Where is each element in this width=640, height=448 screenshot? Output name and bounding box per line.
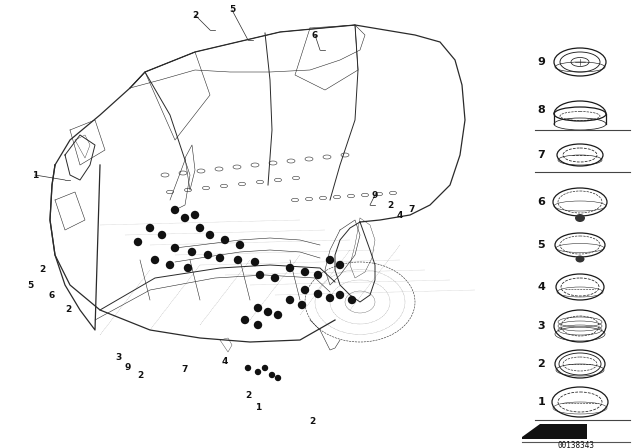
Circle shape <box>287 264 294 271</box>
Text: 7: 7 <box>409 206 415 215</box>
Circle shape <box>269 372 275 378</box>
Circle shape <box>182 215 189 221</box>
Text: 9: 9 <box>372 190 378 199</box>
Circle shape <box>191 211 198 219</box>
Circle shape <box>255 322 262 328</box>
Circle shape <box>207 232 214 238</box>
Text: 2: 2 <box>387 201 393 210</box>
Circle shape <box>337 262 344 268</box>
Circle shape <box>252 258 259 266</box>
Text: 1: 1 <box>32 171 38 180</box>
Text: 3: 3 <box>115 353 121 362</box>
Text: 6: 6 <box>537 197 545 207</box>
Circle shape <box>184 264 191 271</box>
Ellipse shape <box>575 255 584 263</box>
Circle shape <box>159 232 166 238</box>
Text: 2: 2 <box>245 391 251 400</box>
Circle shape <box>262 366 268 370</box>
Text: 5: 5 <box>27 280 33 289</box>
Circle shape <box>241 316 248 323</box>
Text: 2: 2 <box>65 306 71 314</box>
Text: 5: 5 <box>229 5 235 14</box>
Text: 7: 7 <box>537 150 545 160</box>
Text: 6: 6 <box>49 290 55 300</box>
Text: 2: 2 <box>39 266 45 275</box>
Circle shape <box>349 297 355 303</box>
Circle shape <box>237 241 243 249</box>
Circle shape <box>255 305 262 311</box>
Circle shape <box>216 254 223 262</box>
Circle shape <box>275 311 282 319</box>
Text: 4: 4 <box>397 211 403 220</box>
Circle shape <box>166 262 173 268</box>
Circle shape <box>152 257 159 263</box>
Circle shape <box>189 249 195 255</box>
Circle shape <box>257 271 264 279</box>
Circle shape <box>264 309 271 315</box>
Ellipse shape <box>575 214 585 222</box>
Text: 4: 4 <box>537 282 545 292</box>
Polygon shape <box>522 424 587 439</box>
Text: 6: 6 <box>312 30 318 39</box>
Text: 1: 1 <box>255 404 261 413</box>
Circle shape <box>234 257 241 263</box>
Circle shape <box>287 297 294 303</box>
Circle shape <box>196 224 204 232</box>
Text: 2: 2 <box>137 370 143 379</box>
Text: 3: 3 <box>538 321 545 331</box>
Circle shape <box>221 237 228 244</box>
Circle shape <box>172 245 179 251</box>
Circle shape <box>246 366 250 370</box>
Circle shape <box>301 268 308 276</box>
Polygon shape <box>522 424 540 437</box>
Text: 2: 2 <box>309 418 315 426</box>
Circle shape <box>326 294 333 302</box>
Circle shape <box>275 375 280 380</box>
Text: 1: 1 <box>537 397 545 407</box>
Circle shape <box>301 287 308 293</box>
Text: 8: 8 <box>537 105 545 115</box>
Circle shape <box>271 275 278 281</box>
Text: 2: 2 <box>537 359 545 369</box>
Circle shape <box>172 207 179 214</box>
Circle shape <box>337 292 344 298</box>
Circle shape <box>205 251 211 258</box>
Circle shape <box>298 302 305 309</box>
Circle shape <box>314 290 321 297</box>
Text: 9: 9 <box>125 363 131 372</box>
Text: 2: 2 <box>192 10 198 20</box>
Text: 5: 5 <box>538 240 545 250</box>
Text: 4: 4 <box>222 358 228 366</box>
Circle shape <box>134 238 141 246</box>
Text: 7: 7 <box>182 366 188 375</box>
Circle shape <box>326 257 333 263</box>
Text: 00138343: 00138343 <box>557 441 595 448</box>
Circle shape <box>255 370 260 375</box>
Text: 9: 9 <box>537 57 545 67</box>
Circle shape <box>147 224 154 232</box>
Circle shape <box>314 271 321 279</box>
